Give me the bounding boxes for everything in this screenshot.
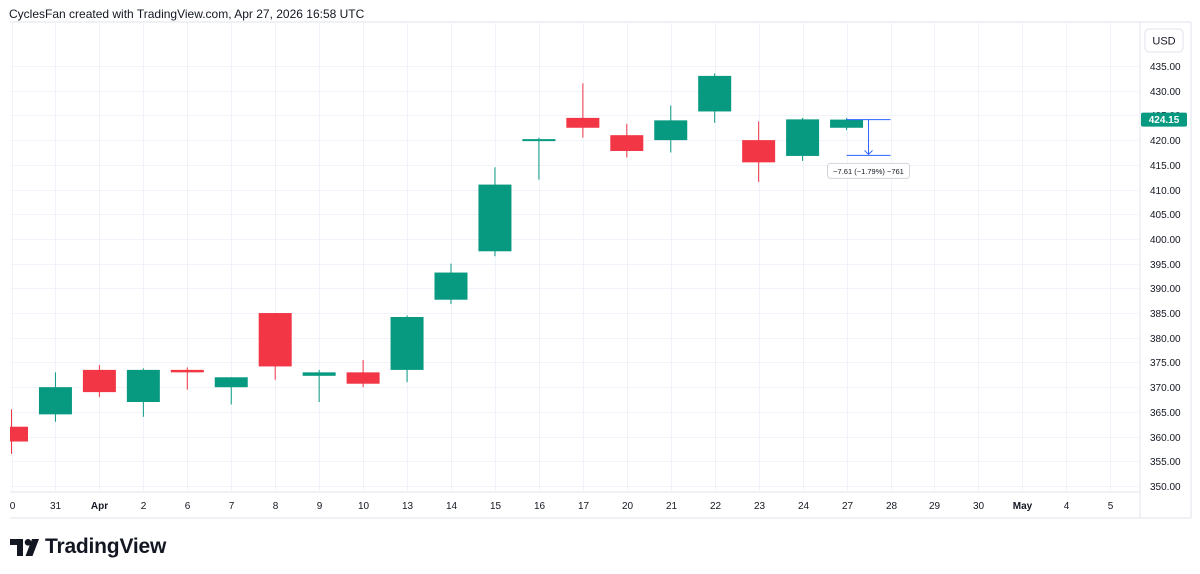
- y-tick-label: 410.00: [1150, 186, 1181, 197]
- y-tick-label: 430.00: [1150, 87, 1181, 98]
- tradingview-logo-icon: [10, 538, 39, 556]
- candle: [82, 364, 116, 398]
- chart-attribution: CyclesFan created with TradingView.com, …: [9, 7, 365, 21]
- x-tick-label: 27: [842, 501, 854, 512]
- y-tick-label: 420.00: [1150, 136, 1181, 147]
- candle: [346, 360, 380, 388]
- y-tick-label: 370.00: [1150, 383, 1181, 394]
- candle: [654, 105, 688, 153]
- candle-body: [786, 119, 820, 156]
- x-tick-label: 9: [317, 501, 323, 512]
- candle: [434, 263, 468, 305]
- x-tick-label: 4: [1064, 501, 1070, 512]
- candle-body: [38, 387, 72, 415]
- candle-body: [214, 377, 248, 388]
- y-tick-label: 395.00: [1150, 260, 1181, 271]
- candle: [390, 315, 424, 383]
- candle: [566, 83, 600, 138]
- tradingview-logo[interactable]: TradingView: [10, 535, 166, 559]
- candle-body: [830, 119, 864, 128]
- currency-label: USD: [1152, 36, 1175, 48]
- x-tick-label: 0: [10, 501, 16, 512]
- time-axis: 0 31 Apr 2 6 7 8 9 10 13 14 15 16 17 20 21 22 23 24 27 28 29 3…: [10, 501, 1114, 512]
- y-tick-label: 375.00: [1150, 358, 1181, 369]
- y-tick-label: 355.00: [1150, 457, 1181, 468]
- candle-body: [258, 313, 292, 367]
- y-tick-label: 435.00: [1150, 62, 1181, 73]
- x-tick-label: 30: [973, 501, 985, 512]
- last-price-badge: [1141, 112, 1187, 127]
- candle: [786, 117, 820, 161]
- x-tick-label: 24: [798, 501, 810, 512]
- y-tick-label: 350.00: [1150, 482, 1181, 493]
- x-tick-label: 29: [929, 501, 941, 512]
- x-tick-label: 2: [141, 501, 147, 512]
- candle: [214, 377, 248, 405]
- measure-label: −7.61 (−1.79%) −761: [833, 167, 904, 176]
- candle: [522, 137, 556, 180]
- candle: [478, 167, 512, 257]
- x-tick-label: 17: [578, 501, 590, 512]
- tradingview-brand: TradingView: [45, 535, 167, 558]
- candle-body: [698, 75, 732, 112]
- candle: [610, 123, 644, 158]
- x-tick-label: 8: [273, 501, 279, 512]
- currency-button[interactable]: [1144, 28, 1184, 53]
- x-tick-label: 5: [1108, 501, 1114, 512]
- candle: [170, 367, 204, 390]
- x-tick-label: 10: [358, 501, 370, 512]
- candle-body: [522, 139, 556, 142]
- x-tick-label: 16: [534, 501, 546, 512]
- last-price-label: 424.15: [1149, 115, 1180, 126]
- x-tick-label: 31: [50, 501, 62, 512]
- x-tick-label: Apr: [91, 501, 108, 512]
- candle-body: [478, 184, 512, 252]
- candle-body: [390, 317, 424, 370]
- y-tick-label: 405.00: [1150, 210, 1181, 221]
- candle: [38, 372, 72, 422]
- candle-body: [126, 369, 160, 402]
- y-tick-label: 365.00: [1150, 408, 1181, 419]
- candle-body: [346, 372, 380, 384]
- y-tick-label: 390.00: [1150, 284, 1181, 295]
- candle: [126, 368, 160, 417]
- x-tick-label: 22: [710, 501, 722, 512]
- candle: [302, 369, 336, 402]
- y-tick-label: 380.00: [1150, 334, 1181, 345]
- candle-body: [566, 117, 600, 128]
- candle: [698, 73, 732, 123]
- candle-body: [170, 369, 204, 373]
- chart-grid: [10, 21, 1192, 519]
- y-tick-label: 360.00: [1150, 433, 1181, 444]
- measure-label-box: [827, 162, 911, 179]
- x-tick-label: 28: [886, 501, 898, 512]
- x-tick-label: 20: [622, 501, 634, 512]
- measure-arrow-head: [864, 150, 873, 156]
- candle-body: [434, 272, 468, 300]
- x-tick-label: 6: [185, 501, 191, 512]
- candle-body: [10, 426, 28, 442]
- candle: [10, 409, 28, 454]
- candle-body: [610, 135, 644, 151]
- x-tick-label: 23: [754, 501, 766, 512]
- y-tick-label: 400.00: [1150, 235, 1181, 246]
- y-tick-label: 415.00: [1150, 161, 1181, 172]
- y-tick-label: 385.00: [1150, 309, 1181, 320]
- x-tick-label: 14: [446, 501, 458, 512]
- candle-body: [654, 120, 688, 141]
- x-tick-label: May: [1013, 501, 1033, 512]
- candle-body: [82, 369, 116, 393]
- x-tick-label: 15: [490, 501, 502, 512]
- x-tick-label: 7: [229, 501, 235, 512]
- x-tick-label: 21: [666, 501, 678, 512]
- candle: [258, 313, 292, 380]
- price-axis: 350.00 355.00 360.00 365.00 370.00 375.00 380.…: [1141, 28, 1187, 493]
- candle-body: [742, 140, 776, 163]
- measure-tool: −7.61 (−1.79%) −761: [827, 119, 911, 179]
- candle-body: [302, 372, 336, 376]
- candles: [10, 73, 864, 454]
- x-tick-label: 13: [402, 501, 414, 512]
- candle: [742, 121, 776, 183]
